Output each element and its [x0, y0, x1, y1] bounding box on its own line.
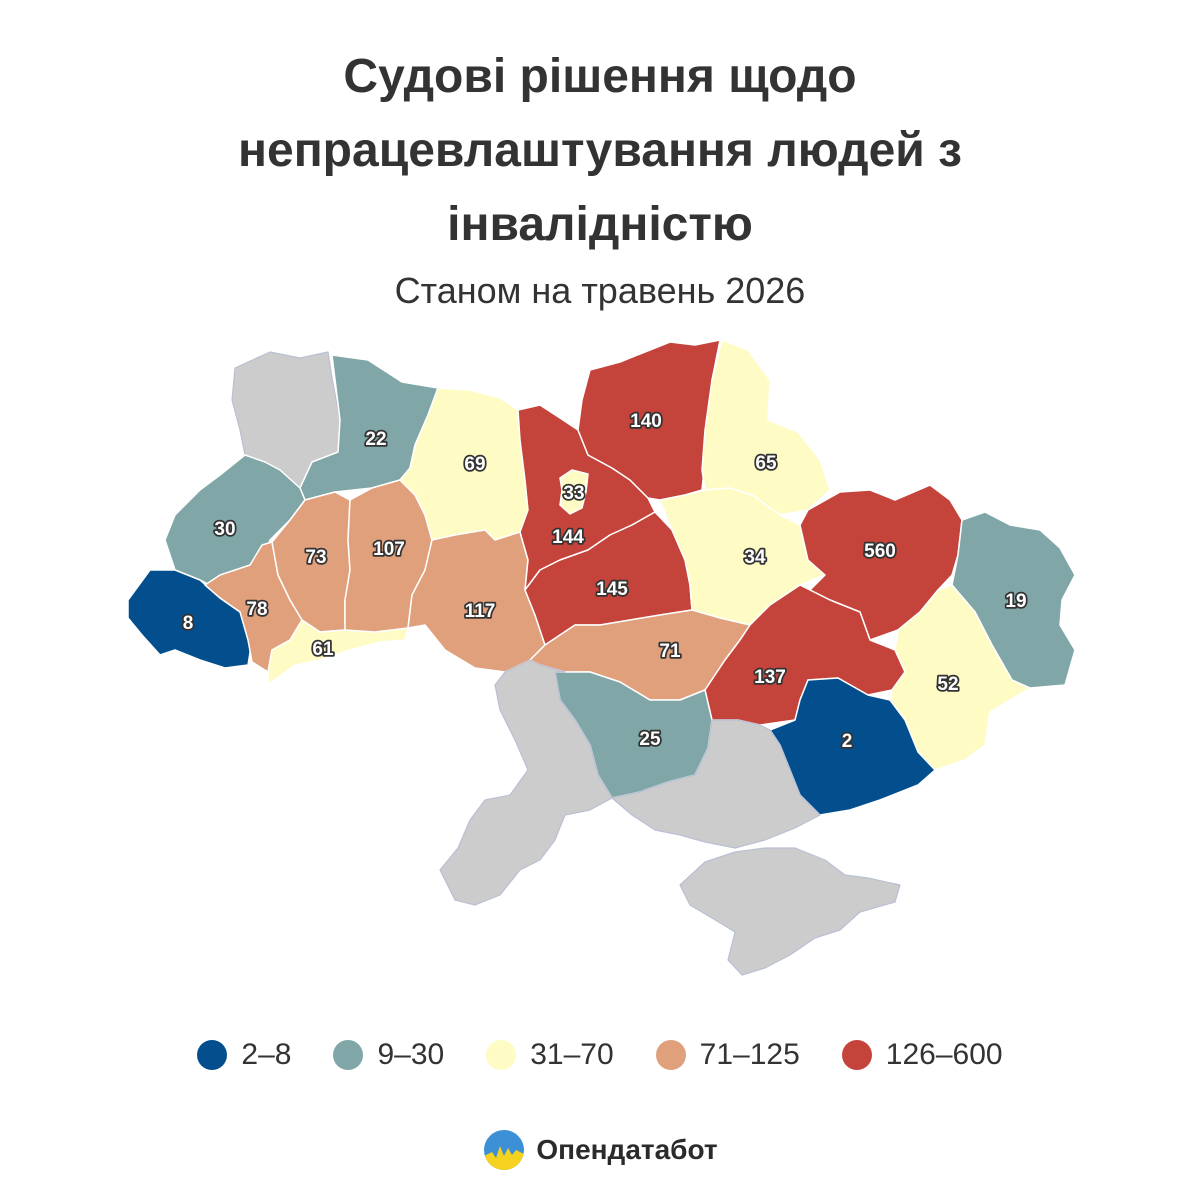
region-kherson: [611, 719, 821, 849]
region-donetsk[interactable]: [889, 584, 1031, 771]
region-kyiv-city[interactable]: [559, 469, 589, 515]
brand-name: Опендатабот: [536, 1134, 718, 1165]
region-value-zhytomyr: 69: [464, 454, 485, 475]
legend-label: 126–600: [885, 1038, 1003, 1071]
region-value-donetsk: 52: [937, 674, 958, 695]
legend-item: 31–70: [486, 1038, 614, 1072]
region-poltava[interactable]: [659, 487, 826, 626]
region-value-kyiv-oblast: 144: [552, 527, 584, 548]
region-value-kyiv-city: 33: [563, 483, 584, 504]
legend-label: 2–8: [241, 1038, 292, 1071]
region-value-cherkasy: 145: [596, 579, 628, 600]
region-value-kharkiv: 560: [864, 541, 896, 562]
region-value-mykolaiv: 25: [639, 729, 661, 750]
legend: 2–8 9–30 31–70 71–125 126–600: [0, 1030, 1200, 1080]
region-value-zakarpattia: 8: [183, 613, 194, 634]
legend-swatch: [655, 1040, 686, 1070]
region-value-rivne: 22: [365, 429, 386, 450]
legend-swatch: [333, 1040, 364, 1070]
region-value-vinnytsia: 117: [465, 601, 496, 622]
legend-swatch: [486, 1040, 517, 1070]
page-subtitle: Станом на травень 2026: [394, 270, 806, 311]
brand-footer: Опендатабот: [0, 1128, 1200, 1172]
legend-item: 126–600: [841, 1038, 1003, 1072]
region-value-luhansk: 19: [1005, 591, 1026, 612]
region-value-poltava: 34: [744, 547, 766, 568]
region-value-chernivtsi: 61: [312, 639, 334, 660]
region-value-sumy: 65: [755, 453, 777, 474]
region-value-kirovohrad: 71: [659, 641, 681, 662]
region-chernivtsi[interactable]: [267, 619, 409, 686]
legend-label: 31–70: [530, 1038, 614, 1071]
region-crimea: [679, 847, 901, 976]
region-value-chernihiv: 140: [630, 411, 662, 432]
legend-swatch: [197, 1040, 228, 1070]
legend-item: 2–8: [197, 1038, 291, 1072]
page-title: Судові рішення щодо непрацевлаштування л…: [238, 50, 962, 251]
region-value-dnipropetrovsk: 137: [754, 667, 786, 688]
sun-mountain-logo-icon: [484, 1130, 525, 1170]
legend-label: 71–125: [699, 1038, 800, 1071]
region-value-zaporizhzhia: 2: [842, 731, 853, 752]
legend-swatch: [841, 1040, 872, 1070]
region-sumy[interactable]: [701, 339, 831, 516]
legend-label: 9–30: [377, 1038, 445, 1071]
region-value-lviv: 30: [214, 519, 235, 540]
region-value-khmelnytskyi: 107: [373, 539, 405, 560]
region-odesa: [439, 659, 613, 906]
legend-item: 71–125: [655, 1038, 800, 1072]
region-value-ivano-frankivsk: 78: [246, 599, 267, 620]
region-value-ternopil: 73: [305, 547, 326, 568]
legend-item: 9–30: [333, 1038, 444, 1072]
